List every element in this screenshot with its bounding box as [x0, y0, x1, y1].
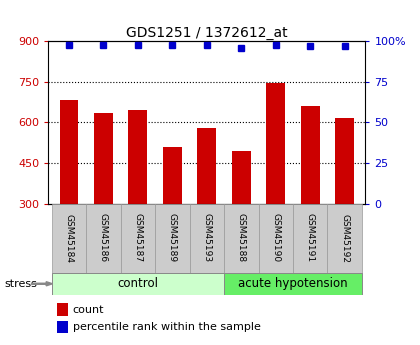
- Bar: [155, 204, 189, 273]
- Bar: [52, 204, 86, 273]
- Text: GSM45191: GSM45191: [306, 214, 315, 263]
- Bar: [259, 204, 293, 273]
- Text: acute hypotension: acute hypotension: [238, 277, 348, 290]
- Text: percentile rank within the sample: percentile rank within the sample: [73, 322, 260, 332]
- Bar: [189, 204, 224, 273]
- Bar: [129, 110, 147, 204]
- Bar: [86, 204, 121, 273]
- Bar: [328, 204, 362, 273]
- Text: control: control: [118, 277, 158, 290]
- Bar: [52, 273, 224, 295]
- Bar: [335, 118, 354, 204]
- Bar: [224, 273, 362, 295]
- Text: GSM45187: GSM45187: [134, 214, 142, 263]
- Text: GSM45184: GSM45184: [65, 214, 73, 263]
- Text: GSM45193: GSM45193: [202, 214, 211, 263]
- Text: GSM45189: GSM45189: [168, 214, 177, 263]
- Bar: [60, 99, 79, 204]
- Text: GSM45190: GSM45190: [271, 214, 280, 263]
- Bar: [224, 204, 259, 273]
- Bar: [94, 113, 113, 204]
- Text: stress: stress: [4, 279, 37, 289]
- Bar: [197, 128, 216, 204]
- Text: GSM45188: GSM45188: [237, 214, 246, 263]
- Bar: [163, 147, 182, 204]
- Bar: [293, 204, 328, 273]
- Bar: [266, 83, 285, 204]
- Bar: [121, 204, 155, 273]
- Text: GSM45186: GSM45186: [99, 214, 108, 263]
- Bar: [301, 106, 320, 204]
- Text: GSM45192: GSM45192: [340, 214, 349, 263]
- Title: GDS1251 / 1372612_at: GDS1251 / 1372612_at: [126, 26, 288, 40]
- Text: count: count: [73, 305, 104, 315]
- Bar: [232, 151, 251, 204]
